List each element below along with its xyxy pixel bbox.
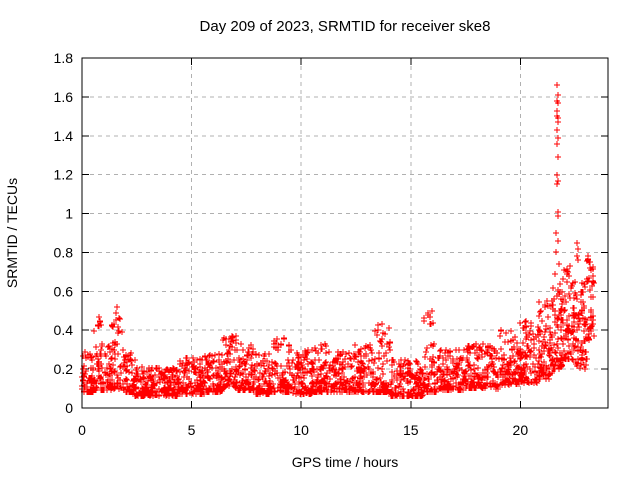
x-tick-label: 15 [403, 422, 419, 438]
axis-tick-labels: 0 5 10 15 20 0 0.2 0.4 0.6 0.8 1 1.2 1.4 1.6 1.8 [54, 50, 529, 438]
y-tick-label: 1.8 [54, 50, 74, 66]
y-tick-label: 0.6 [54, 283, 74, 299]
plot-border [81, 57, 609, 409]
x-tick-label: 10 [293, 422, 309, 438]
y-axis-label: SRMTID / TECUs [4, 178, 20, 288]
x-tick-label: 20 [513, 422, 529, 438]
y-tick-label: 1.4 [54, 128, 74, 144]
scatter-points [79, 82, 597, 399]
x-axis-label: GPS time / hours [292, 454, 399, 470]
y-tick-label: 1 [65, 206, 73, 222]
x-tick-label: 0 [78, 422, 86, 438]
y-tick-label: 0.4 [54, 322, 74, 338]
x-tick-label: 5 [188, 422, 196, 438]
y-tick-label: 1.2 [54, 167, 74, 183]
chart-title: Day 209 of 2023, SRMTID for receiver ske… [200, 18, 491, 35]
y-tick-label: 1.6 [54, 89, 74, 105]
y-tick-label: 0.8 [54, 244, 74, 260]
y-tick-label: 0.2 [54, 361, 74, 377]
scatter-series [79, 82, 597, 399]
y-tick-label: 0 [65, 400, 73, 416]
